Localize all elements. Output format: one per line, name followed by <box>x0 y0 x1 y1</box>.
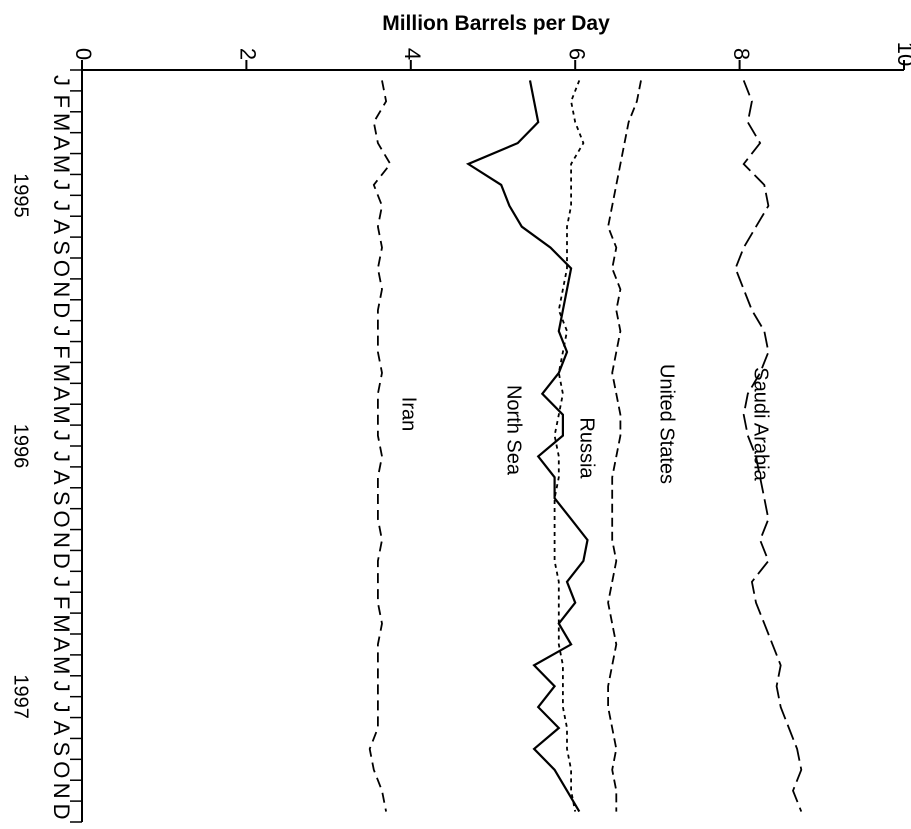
series-label-iran: Iran <box>398 397 420 431</box>
series-line-north-sea <box>465 80 589 813</box>
year-labels: 1995 1996 1997 <box>10 173 32 719</box>
year-label: 1996 <box>10 424 32 469</box>
value-tick-labels: 0 2 4 6 8 10 <box>71 42 911 66</box>
month-tick-label: O <box>49 511 74 528</box>
month-tick-label: J <box>49 576 74 587</box>
month-tick-label: J <box>49 326 74 337</box>
month-tick-label: N <box>49 281 74 297</box>
month-tick-label: M <box>49 113 74 131</box>
series-lines <box>368 80 803 813</box>
month-tick-label: N <box>49 783 74 799</box>
month-tick-label: J <box>49 702 74 713</box>
month-tick-label: D <box>49 804 74 820</box>
value-tick-label: 8 <box>729 48 754 60</box>
year-label: 1995 <box>10 173 32 218</box>
month-tick-label: J <box>49 75 74 86</box>
month-tick-label: J <box>49 200 74 211</box>
year-label: 1997 <box>10 674 32 719</box>
value-tick-label: 2 <box>236 48 261 60</box>
series-line-united-states <box>607 80 642 812</box>
month-tick-label: A <box>49 219 74 234</box>
series-line-russia <box>553 80 585 812</box>
month-tick-label: M <box>49 656 74 674</box>
y-axis-title: Million Barrels per Day <box>382 12 610 35</box>
month-tick-label: J <box>49 451 74 462</box>
series-label-russia: Russia <box>576 417 598 479</box>
value-tick-label: 0 <box>71 48 96 60</box>
month-tick-label: A <box>49 637 74 652</box>
month-tick-label: D <box>49 553 74 569</box>
value-tick-label: 10 <box>893 42 911 66</box>
series-label-saudi-arabia: Saudi Arabia <box>750 367 772 481</box>
month-tick-label: A <box>49 470 74 485</box>
month-tick-label: O <box>49 260 74 277</box>
month-tick-label: J <box>49 430 74 441</box>
month-tick-label: F <box>49 345 74 358</box>
month-tick-label: J <box>49 179 74 190</box>
month-tick-label: S <box>49 491 74 506</box>
month-tick-label: A <box>49 136 74 151</box>
month-tick-label: F <box>49 596 74 609</box>
month-tick-label: S <box>49 240 74 255</box>
month-tick-label: M <box>49 614 74 632</box>
series-label-united-states: United States <box>656 364 678 484</box>
month-tick-label: N <box>49 532 74 548</box>
tick-marks <box>70 60 905 823</box>
series-label-north-sea: North Sea <box>503 385 525 476</box>
series-line-iran <box>368 80 392 812</box>
series-line-saudi-arabia <box>734 80 803 812</box>
month-tick-label: A <box>49 386 74 401</box>
month-tick-label: S <box>49 742 74 757</box>
series-labels: Saudi Arabia United States Russia North Sea… <box>398 364 772 484</box>
month-tick-label: A <box>49 721 74 736</box>
month-tick-label: M <box>49 155 74 173</box>
value-tick-label: 6 <box>564 48 589 60</box>
month-tick-label: M <box>49 364 74 382</box>
month-tick-label: M <box>49 406 74 424</box>
value-tick-label: 4 <box>400 48 425 60</box>
month-tick-label: O <box>49 761 74 778</box>
month-tick-label: F <box>49 95 74 108</box>
month-tick-label: J <box>49 681 74 692</box>
month-tick-label: D <box>49 302 74 318</box>
